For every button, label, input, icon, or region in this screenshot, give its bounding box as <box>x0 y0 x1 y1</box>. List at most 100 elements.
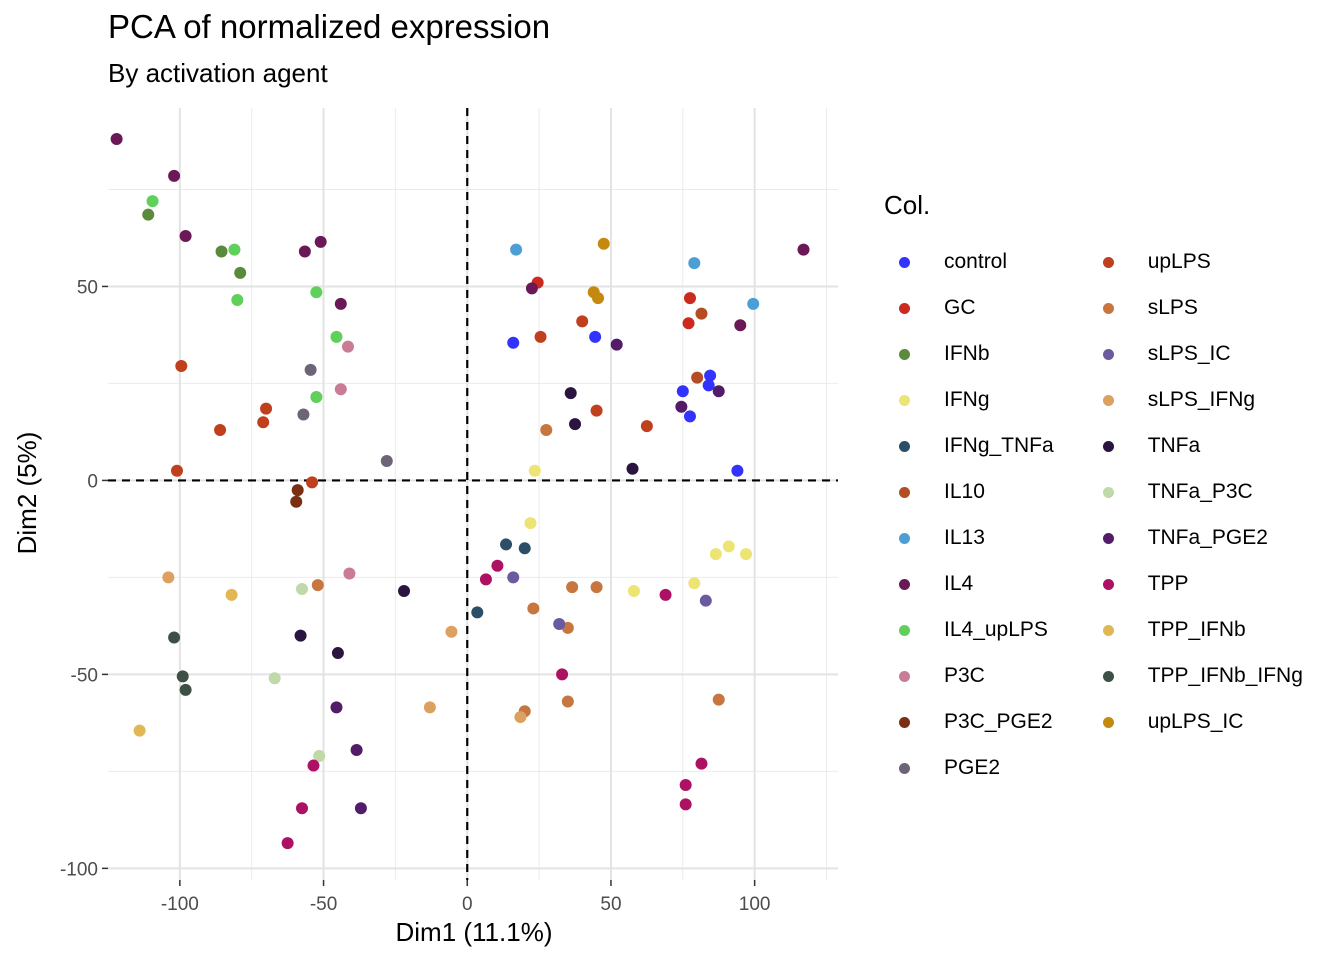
data-point <box>168 169 181 182</box>
data-point <box>110 133 123 146</box>
data-point <box>712 693 725 706</box>
series-il10 <box>691 307 708 384</box>
legend-item: IFNb <box>884 331 1054 377</box>
data-point <box>341 340 354 353</box>
legend-item: TNFa_P3C <box>1088 469 1303 515</box>
data-point <box>330 330 343 343</box>
legend-item: sLPS <box>1088 285 1303 331</box>
data-point <box>331 647 344 660</box>
legend-swatch <box>899 670 910 682</box>
data-point <box>334 297 347 310</box>
data-point <box>228 243 241 256</box>
legend-swatch <box>1102 302 1114 314</box>
legend-label: TNFa <box>1147 434 1201 457</box>
data-point <box>731 464 744 477</box>
legend-swatch <box>1102 440 1114 452</box>
data-point <box>592 292 605 305</box>
legend-swatch <box>899 716 910 728</box>
data-point <box>566 581 579 594</box>
series-p3c-pge2 <box>290 484 304 508</box>
series-uplps <box>170 315 653 489</box>
data-point <box>740 548 753 561</box>
data-point <box>589 330 602 343</box>
data-point <box>722 540 735 553</box>
data-point <box>146 195 159 208</box>
data-point <box>179 683 192 696</box>
series-ifng <box>524 464 753 597</box>
legend-item: TNFa_PGE2 <box>1088 515 1303 561</box>
data-point <box>527 602 540 615</box>
data-point <box>354 802 367 815</box>
data-point <box>168 631 181 644</box>
legend-swatch <box>899 532 910 544</box>
data-point <box>334 383 347 396</box>
legend-swatch <box>899 394 910 406</box>
data-point <box>170 464 183 477</box>
data-point <box>507 571 520 584</box>
data-point <box>214 423 227 436</box>
data-point <box>500 538 513 551</box>
legend-label: TNFa_P3C <box>1147 480 1253 503</box>
legend-column: control GC IFNb IFNg IFNg_TNFa IL10 IL13 IL4 IL4… <box>884 239 1054 791</box>
data-point <box>553 617 566 630</box>
series-tpp-ifnb-ifng <box>168 631 192 696</box>
data-point <box>215 245 228 258</box>
legend-item: TNFa <box>1088 423 1303 469</box>
data-point <box>306 476 319 489</box>
data-point <box>507 336 520 349</box>
minor-gridlines <box>108 108 838 880</box>
data-point <box>162 571 175 584</box>
data-point <box>626 462 639 475</box>
legend-swatch <box>899 578 910 590</box>
y-tick-label: 50 <box>77 277 98 298</box>
data-point <box>398 584 411 597</box>
data-point <box>510 243 523 256</box>
x-tick-label: 50 <box>600 894 621 915</box>
legend-label: control <box>944 250 1008 273</box>
data-point <box>175 359 188 372</box>
data-point <box>310 391 323 404</box>
x-tick-label: -100 <box>161 894 199 915</box>
legend-label: IL13 <box>944 526 985 549</box>
legend-item: GC <box>884 285 1054 331</box>
data-point <box>569 418 582 431</box>
data-point <box>702 379 715 392</box>
legend-item: IL10 <box>884 469 1054 515</box>
series-tpp <box>281 559 708 850</box>
data-point <box>688 257 701 270</box>
x-tick-label: 0 <box>462 894 473 915</box>
legend-item: PGE2 <box>884 745 1054 791</box>
legend-label: P3C <box>944 664 985 687</box>
legend-swatch <box>899 762 910 774</box>
series-p3c <box>334 340 356 580</box>
data-point <box>179 230 192 243</box>
data-point <box>518 542 531 555</box>
legend-item: P3C_PGE2 <box>884 699 1054 745</box>
data-point <box>564 387 577 400</box>
legend-label: P3C_PGE2 <box>944 710 1053 733</box>
data-point <box>176 670 189 683</box>
series-control <box>507 330 744 477</box>
legend-swatch <box>1102 578 1114 590</box>
series-il4 <box>110 133 810 332</box>
data-point <box>350 744 363 757</box>
data-point <box>133 724 146 737</box>
legend-item: TPP_IFNb_IFNg <box>1088 653 1303 699</box>
data-point <box>699 594 712 607</box>
data-point <box>297 408 310 421</box>
legend-item: IFNg_TNFa <box>884 423 1054 469</box>
legend-item: IL4 <box>884 561 1054 607</box>
y-axis-title: Dim2 (5%) <box>12 432 42 555</box>
legend-swatch <box>1102 624 1114 636</box>
data-point <box>597 237 610 250</box>
legend-label: IFNg_TNFa <box>944 434 1054 457</box>
data-point <box>260 402 273 415</box>
data-point <box>688 577 701 590</box>
series-il13 <box>510 243 760 310</box>
data-point <box>640 420 653 433</box>
data-point <box>576 315 589 328</box>
series-slps-ifng <box>162 571 527 724</box>
data-point <box>712 385 725 398</box>
data-point <box>683 292 696 305</box>
